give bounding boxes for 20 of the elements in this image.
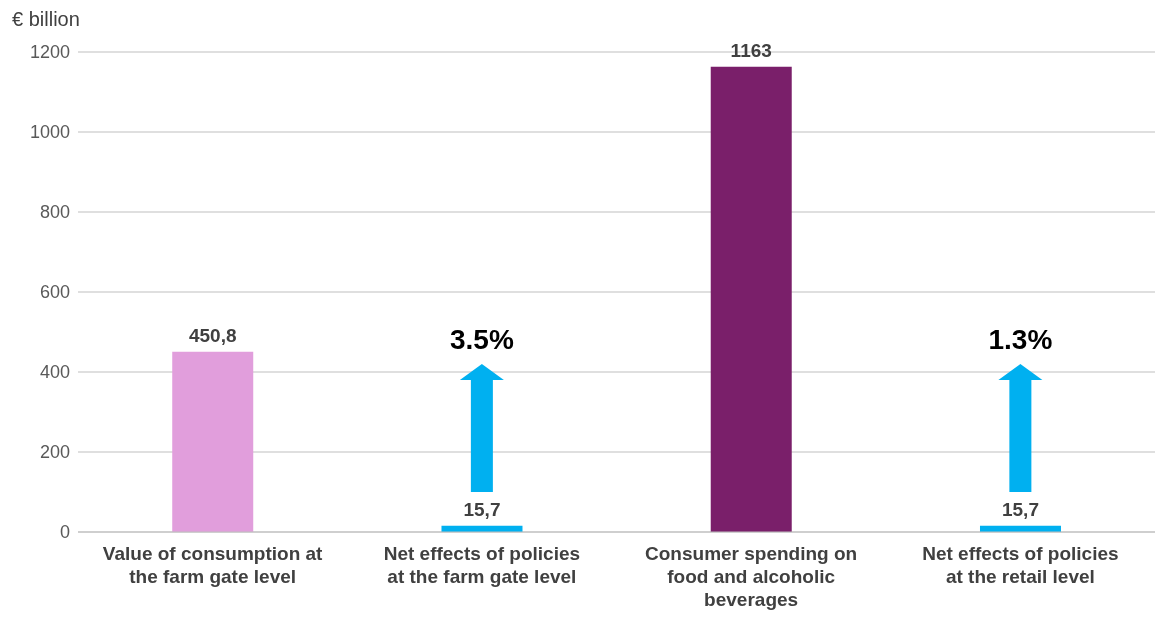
- bar: [710, 66, 792, 532]
- data-label: 15,7: [1002, 498, 1039, 520]
- y-tick-label: 400: [39, 362, 70, 383]
- data-label: 450,8: [188, 324, 237, 346]
- x-tick-label: Net effects of policies at the farm gate level: [383, 543, 581, 587]
- x-tick-label: Value of consumption at the farm gate level: [102, 543, 324, 587]
- y-tick-label: 0: [59, 522, 70, 543]
- y-tick-label: 1200: [29, 42, 70, 63]
- y-tick-label: 200: [39, 442, 70, 463]
- y-tick-label: 1000: [29, 122, 70, 143]
- y-tick-label: 800: [39, 202, 70, 223]
- annotation: 1.3%: [988, 324, 1053, 356]
- bar: [172, 351, 254, 532]
- annotation: 3.5%: [449, 324, 514, 356]
- x-tick-label: Net effects of policies at the retail level: [922, 543, 1119, 587]
- y-axis-title: € billion: [12, 8, 81, 32]
- data-label: 15,7: [463, 498, 501, 520]
- data-label: 1163: [730, 39, 772, 61]
- y-tick-label: 600: [39, 282, 70, 303]
- x-tick-label: Consumer spending on food and alcoholic beverages: [645, 543, 858, 610]
